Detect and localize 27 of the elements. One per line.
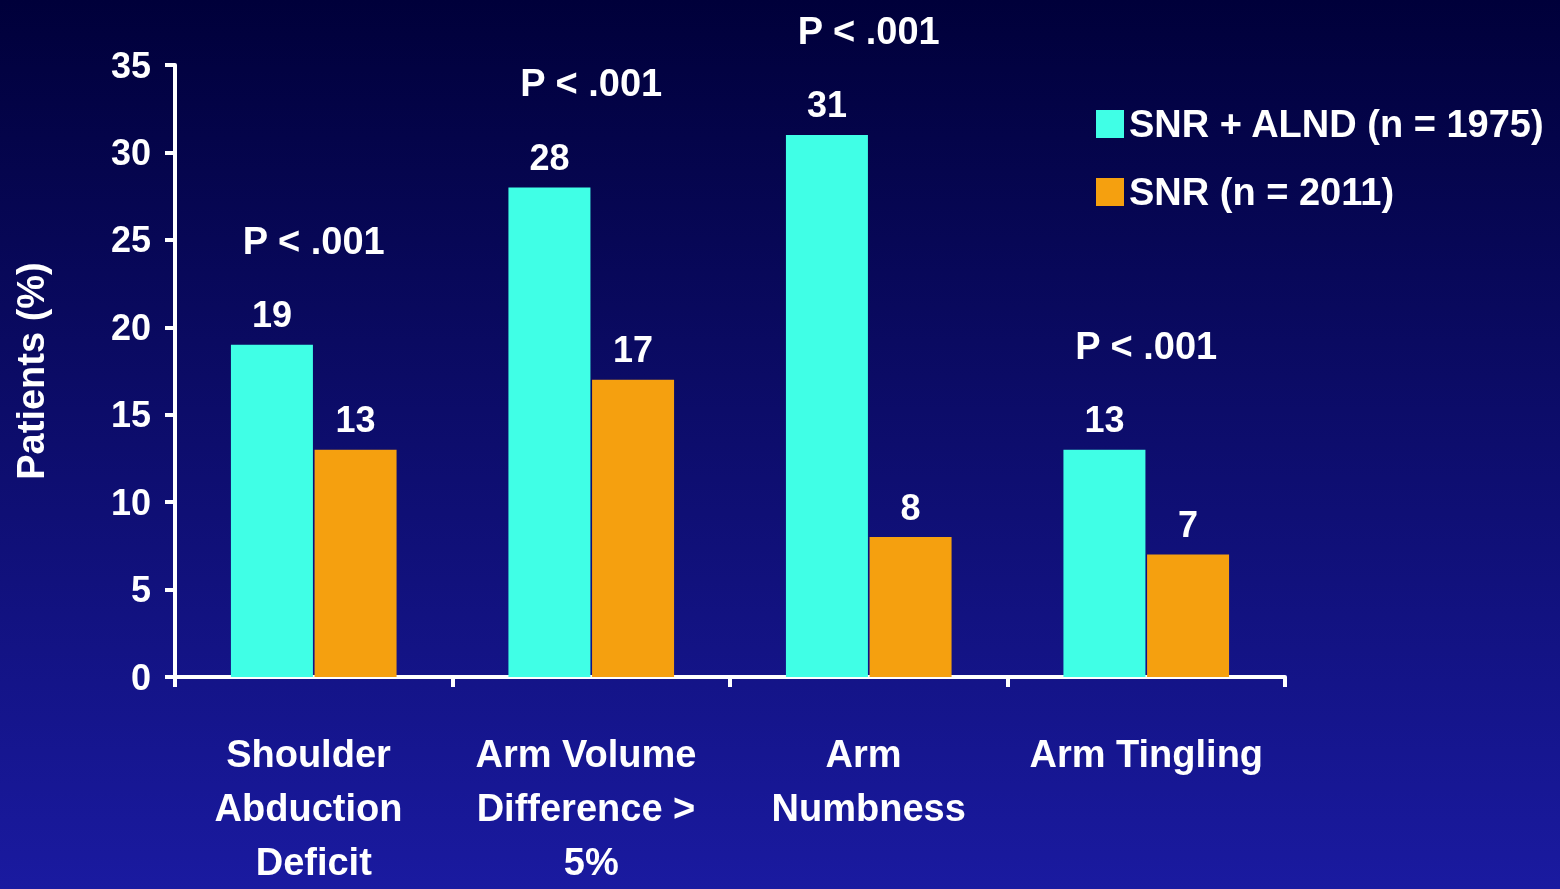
data-label: 28 xyxy=(529,136,570,178)
y-tick-label: 15 xyxy=(110,394,151,436)
legend-label: SNR + ALND (n = 1975) xyxy=(1129,103,1544,145)
data-label: 19 xyxy=(251,294,292,336)
y-tick-label: 30 xyxy=(110,131,151,173)
annotation: P < .001 xyxy=(242,219,385,262)
data-label: 13 xyxy=(335,399,376,441)
y-tick-label: 20 xyxy=(110,306,151,348)
x-tick-label: Shoulder Abduction Deficit xyxy=(214,733,413,883)
data-label: 31 xyxy=(806,84,847,126)
y-tick-label: 5 xyxy=(130,569,151,611)
legend-label: SNR (n = 2011) xyxy=(1129,171,1395,213)
data-label: 13 xyxy=(1084,399,1125,441)
y-tick-label: 25 xyxy=(110,219,151,261)
data-label: 7 xyxy=(1178,504,1199,546)
y-tick-label: 10 xyxy=(110,481,151,523)
y-tick-label: 0 xyxy=(130,656,151,698)
x-tick-label: Arm Tingling xyxy=(1029,733,1264,775)
y-tick-label: 35 xyxy=(110,44,151,86)
data-label: 8 xyxy=(900,486,921,528)
data-label: 17 xyxy=(613,329,654,371)
y-axis-title: Patients (%) xyxy=(10,262,52,480)
x-tick-label: Arm Volume Difference > 5% xyxy=(475,733,708,883)
annotation: P < .001 xyxy=(520,62,663,105)
x-tick-label: Arm Numbness xyxy=(771,733,966,829)
text: P < .001 xyxy=(797,9,940,52)
annotation: P < .001 xyxy=(1075,324,1218,367)
